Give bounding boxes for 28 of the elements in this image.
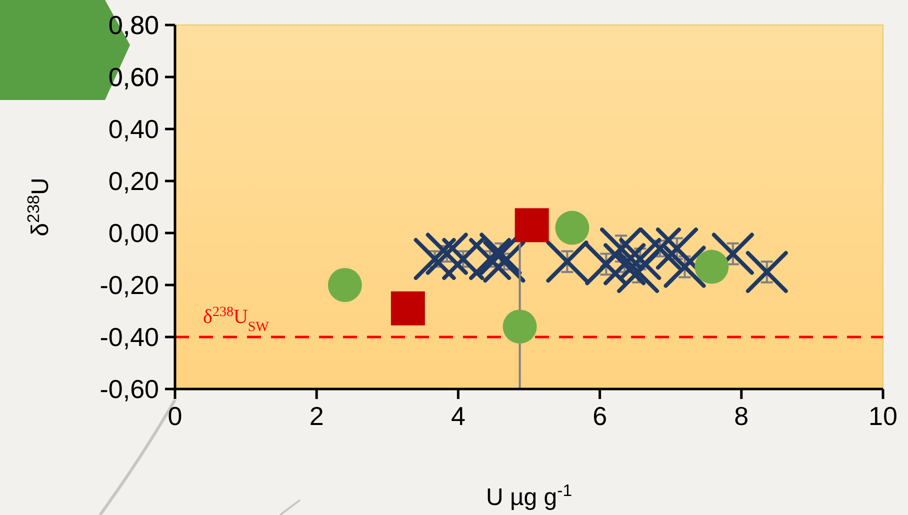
x-tick-label: 10 bbox=[868, 401, 898, 431]
point bbox=[746, 251, 788, 293]
point bbox=[426, 232, 468, 275]
point bbox=[328, 268, 362, 302]
ref-line-label: δ$^{238}$U$_{SW}$ bbox=[203, 304, 270, 334]
point bbox=[617, 251, 660, 293]
y-tick-label: 0,20 bbox=[108, 166, 159, 196]
x-tick-label: 0 bbox=[168, 401, 182, 431]
x-tick-label: 6 bbox=[592, 401, 608, 431]
y-tick-label: -0,20 bbox=[100, 270, 159, 300]
x-tick-label: 8 bbox=[734, 401, 749, 431]
x-tick-label: 2 bbox=[309, 401, 324, 431]
x-axis-title: U µg g$^{-1}$ bbox=[486, 480, 572, 511]
point bbox=[390, 291, 425, 326]
y-tick-label: -0,40 bbox=[100, 322, 159, 352]
point bbox=[619, 238, 662, 280]
point bbox=[502, 310, 537, 344]
point bbox=[469, 238, 512, 280]
x-tick-label: 4 bbox=[450, 401, 466, 431]
point bbox=[694, 250, 729, 284]
y-tick-label: -0,60 bbox=[100, 374, 159, 404]
y-tick-label: 0,40 bbox=[108, 114, 159, 144]
point bbox=[656, 228, 698, 270]
point bbox=[604, 243, 646, 286]
point bbox=[555, 210, 590, 245]
point bbox=[514, 208, 549, 242]
point bbox=[414, 238, 456, 280]
y-tick-label: 0,00 bbox=[108, 218, 159, 248]
